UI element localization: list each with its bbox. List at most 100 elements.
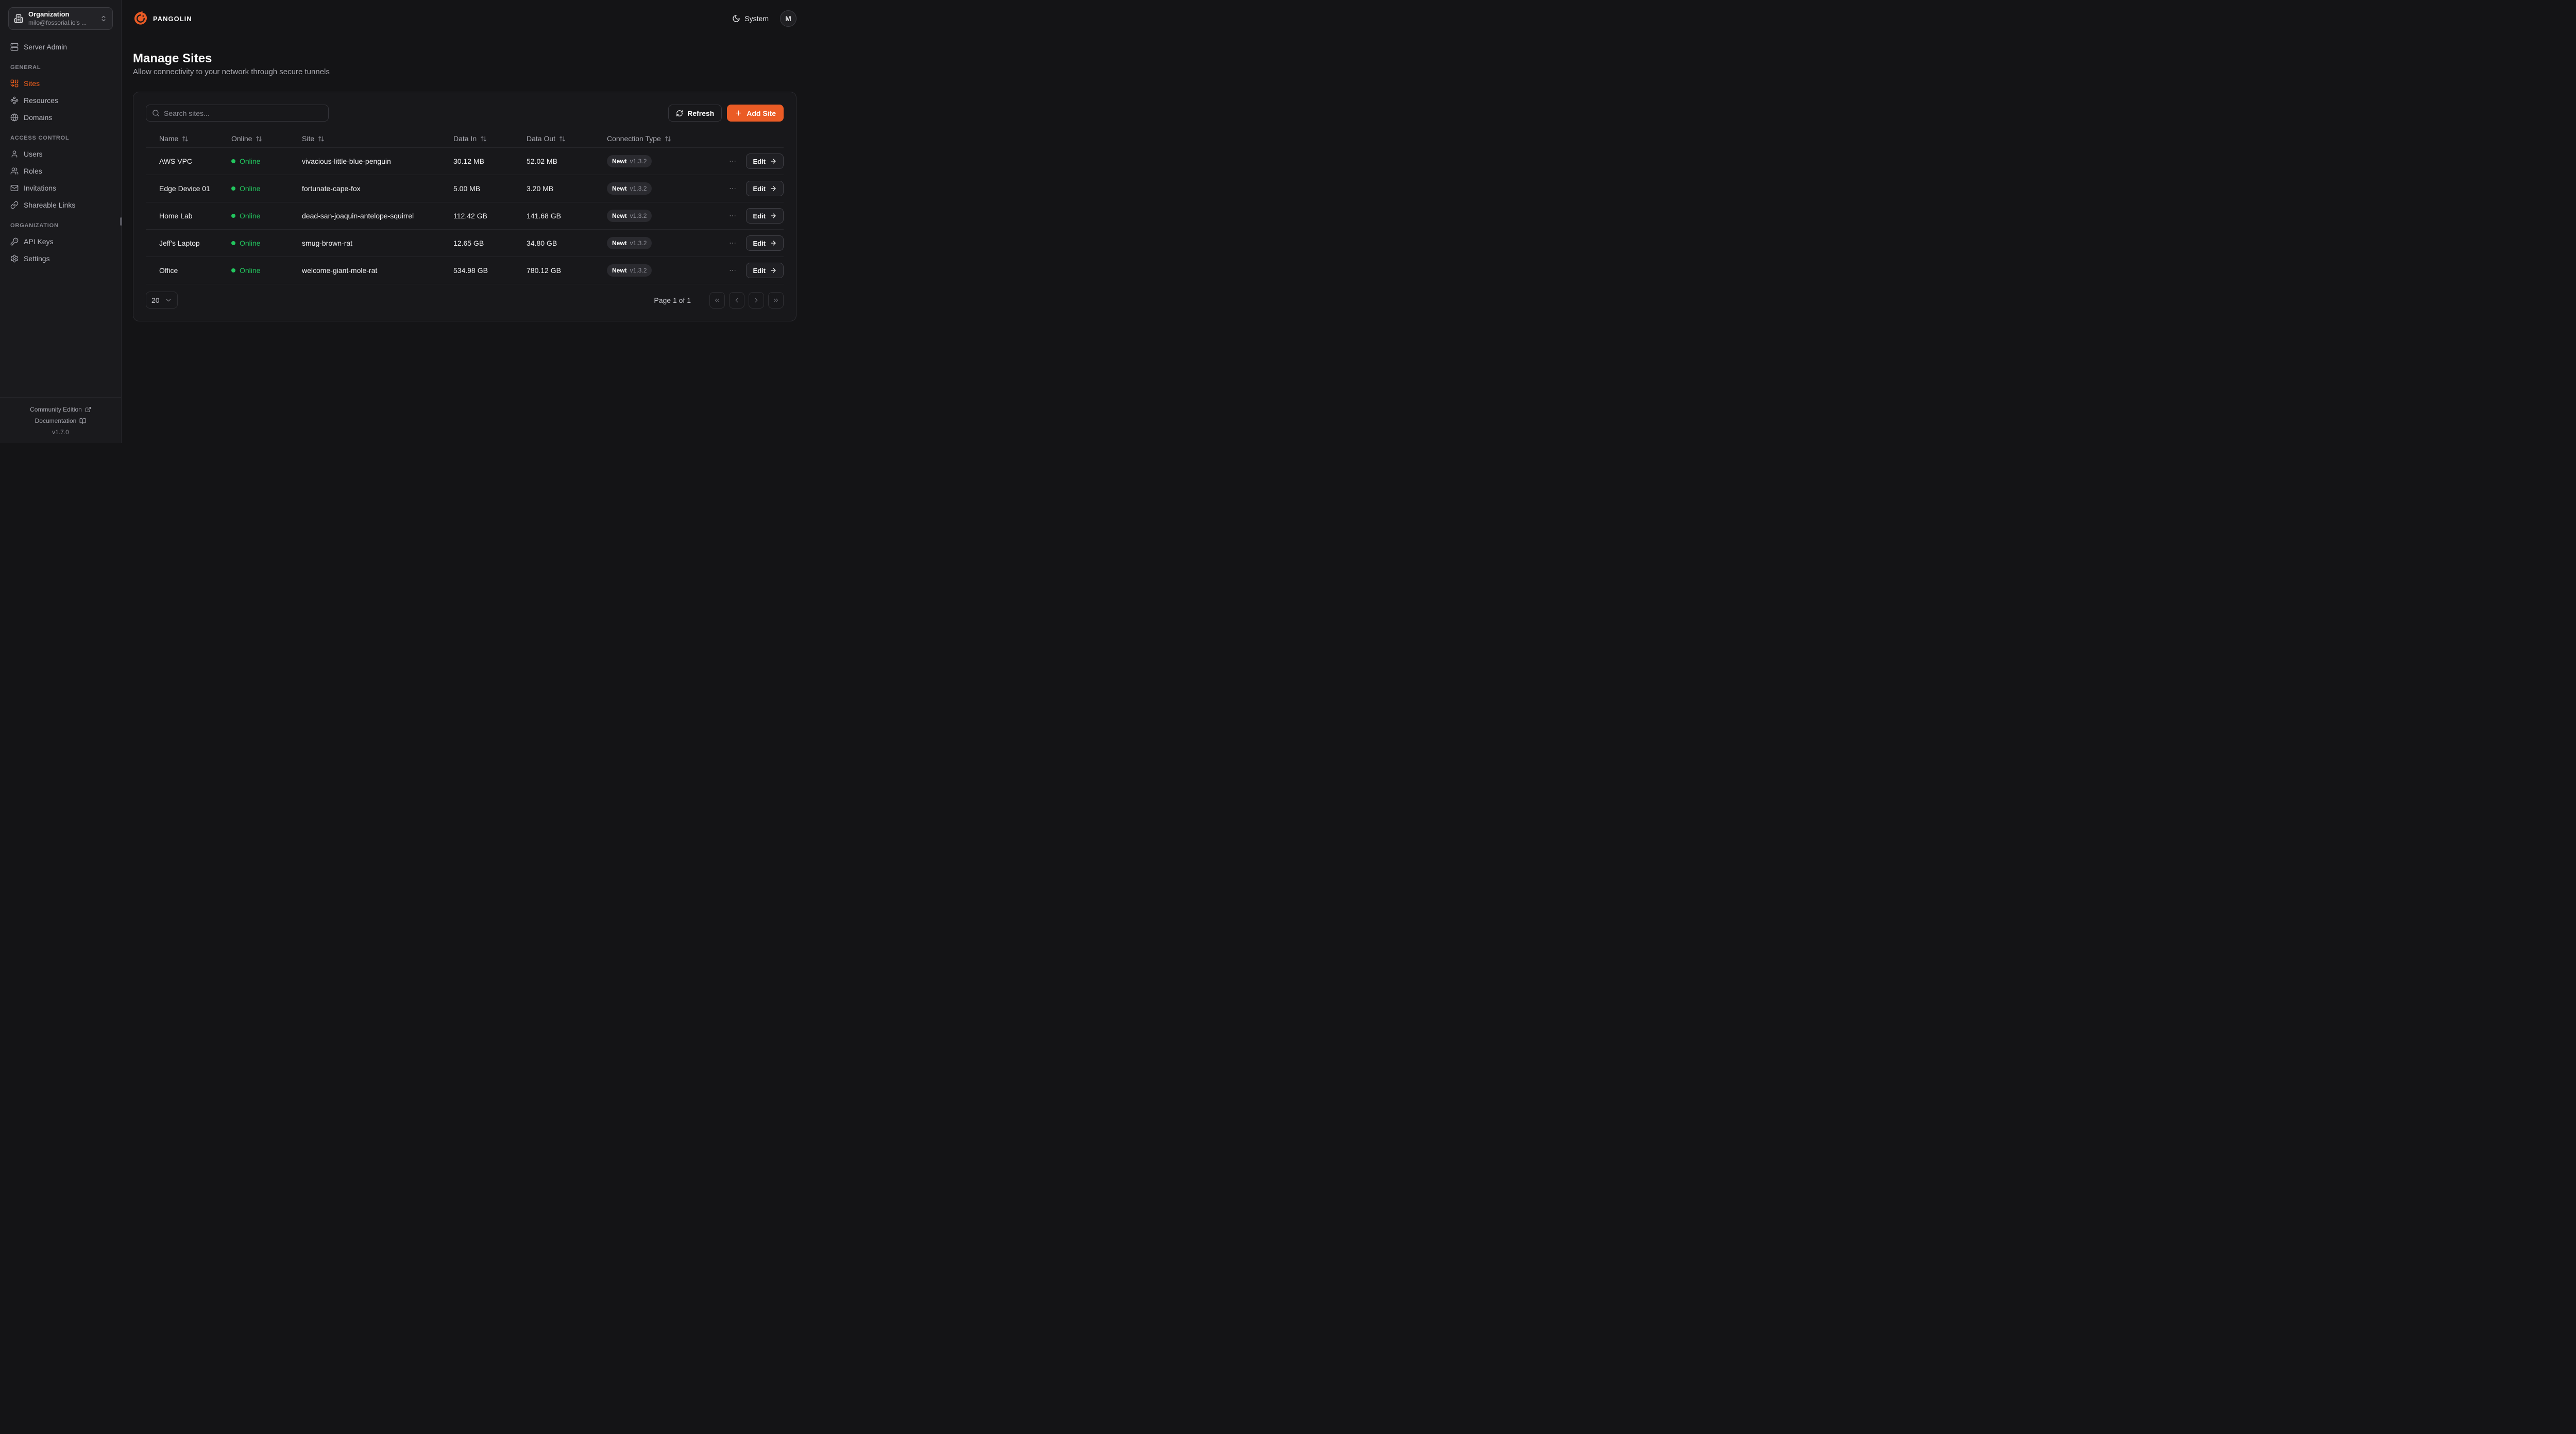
online-dot-icon (231, 159, 235, 163)
online-status-cell: Online (231, 239, 302, 247)
brand-name: PANGOLIN (153, 14, 192, 23)
refresh-icon (676, 110, 683, 117)
site-name-cell: AWS VPC (159, 157, 193, 165)
row-menu-button[interactable] (727, 238, 738, 248)
site-name-cell: Edge Device 01 (159, 184, 210, 193)
user-avatar[interactable]: M (780, 10, 796, 27)
sidebar-item-shareable-links[interactable]: Shareable Links (8, 196, 113, 213)
sort-icon (318, 135, 325, 142)
connection-type-cell: Newt v1.3.2 (607, 237, 727, 249)
arrow-right-icon (770, 185, 777, 192)
globe-icon (10, 113, 19, 122)
row-menu-button[interactable] (727, 156, 738, 166)
search-input[interactable] (164, 109, 323, 117)
last-page-button[interactable] (768, 292, 784, 309)
column-header-data-out[interactable]: Data Out (527, 134, 607, 143)
chevron-left-icon (733, 297, 740, 304)
online-status-cell: Online (231, 212, 302, 220)
column-header-site[interactable]: Site (302, 134, 453, 143)
site-slug-cell: dead-san-joaquin-antelope-squirrel (302, 212, 414, 220)
online-status-cell: Online (231, 157, 302, 165)
sidebar-item-settings[interactable]: Settings (8, 250, 113, 267)
table-row[interactable]: Edge Device 01 Online fortunate-cape-fox… (146, 175, 784, 202)
theme-selector[interactable]: System (732, 14, 769, 23)
column-header-online[interactable]: Online (231, 134, 302, 143)
column-header-data-in[interactable]: Data In (453, 134, 527, 143)
sidebar-item-label: Roles (24, 166, 42, 175)
sidebar-item-server-admin[interactable]: Server Admin (8, 38, 113, 55)
column-label: Name (159, 134, 179, 143)
connection-type-name: Newt (612, 267, 627, 274)
org-selector[interactable]: Organization milo@fossorial.io's ... (8, 7, 113, 30)
online-dot-icon (231, 214, 235, 218)
next-page-button[interactable] (749, 292, 764, 309)
site-slug-cell: welcome-giant-mole-rat (302, 266, 378, 275)
section-label-access-control: ACCESS CONTROL (10, 135, 70, 141)
brand: PANGOLIN (133, 11, 192, 26)
sidebar-item-label: Users (24, 149, 43, 158)
site-slug-cell: smug-brown-rat (302, 239, 353, 247)
connection-type-cell: Newt v1.3.2 (607, 182, 727, 195)
data-out-cell: 52.02 MB (527, 157, 557, 165)
sort-icon (182, 135, 189, 142)
edit-button[interactable]: Edit (746, 153, 784, 169)
edit-button[interactable]: Edit (746, 263, 784, 278)
sidebar-item-roles[interactable]: Roles (8, 162, 113, 179)
table-row[interactable]: Office Online welcome-giant-mole-rat 534… (146, 257, 784, 284)
column-header-name[interactable]: Name (159, 134, 231, 143)
arrow-right-icon (770, 158, 777, 165)
refresh-button[interactable]: Refresh (668, 105, 722, 122)
sidebar-item-domains[interactable]: Domains (8, 109, 113, 126)
table-row[interactable]: AWS VPC Online vivacious-little-blue-pen… (146, 148, 784, 175)
data-in-cell: 5.00 MB (453, 184, 481, 193)
sidebar-item-label: Shareable Links (24, 200, 76, 209)
theme-label: System (744, 14, 769, 23)
section-label-organization: ORGANIZATION (10, 223, 59, 229)
arrow-right-icon (770, 212, 777, 219)
sidebar: Organization milo@fossorial.io's ... Ser… (0, 0, 122, 443)
sidebar-item-users[interactable]: Users (8, 145, 113, 162)
community-edition-link[interactable]: Community Edition (5, 404, 116, 415)
external-link-icon (85, 406, 91, 413)
previous-page-button[interactable] (729, 292, 744, 309)
sidebar-item-sites[interactable]: Sites (8, 75, 113, 92)
column-header-connection-type[interactable]: Connection Type (607, 134, 784, 143)
table-row[interactable]: Jeff's Laptop Online smug-brown-rat 12.6… (146, 230, 784, 257)
data-in-cell: 534.98 GB (453, 266, 488, 275)
edit-button[interactable]: Edit (746, 181, 784, 196)
page-size-select[interactable]: 20 (146, 292, 178, 309)
connection-type-version: v1.3.2 (630, 267, 647, 274)
sidebar-item-invitations[interactable]: Invitations (8, 179, 113, 196)
row-menu-button[interactable] (727, 211, 738, 221)
server-icon (10, 43, 19, 51)
chevron-right-icon (753, 297, 760, 304)
sidebar-footer: Community Edition Documentation v1.7.0 (0, 397, 121, 443)
edit-label: Edit (753, 184, 766, 193)
data-out-cell: 34.80 GB (527, 239, 557, 247)
add-site-button[interactable]: Add Site (727, 105, 784, 122)
edit-button[interactable]: Edit (746, 208, 784, 224)
ellipsis-icon (728, 184, 737, 193)
row-menu-button[interactable] (727, 183, 738, 194)
sidebar-item-label: Invitations (24, 183, 57, 192)
sidebar-item-api-keys[interactable]: API Keys (8, 233, 113, 250)
online-status-label: Online (240, 157, 261, 165)
main-content: PANGOLIN System M Manage Sites Allow con… (122, 0, 808, 443)
online-status-label: Online (240, 266, 261, 275)
sidebar-resize-handle[interactable] (120, 217, 122, 226)
arrow-right-icon (770, 267, 777, 274)
table-row[interactable]: Home Lab Online dead-san-joaquin-antelop… (146, 202, 784, 230)
first-page-button[interactable] (709, 292, 725, 309)
key-icon (10, 237, 19, 246)
connection-type-badge: Newt v1.3.2 (607, 182, 652, 195)
arrow-right-icon (770, 240, 777, 247)
edit-button[interactable]: Edit (746, 235, 784, 251)
column-label: Online (231, 134, 252, 143)
row-menu-button[interactable] (727, 265, 738, 276)
connection-type-badge: Newt v1.3.2 (607, 155, 652, 167)
data-in-cell: 30.12 MB (453, 157, 484, 165)
sidebar-item-label: Sites (24, 79, 40, 88)
documentation-link[interactable]: Documentation (5, 415, 116, 426)
ellipsis-icon (728, 212, 737, 220)
sidebar-item-resources[interactable]: Resources (8, 92, 113, 109)
